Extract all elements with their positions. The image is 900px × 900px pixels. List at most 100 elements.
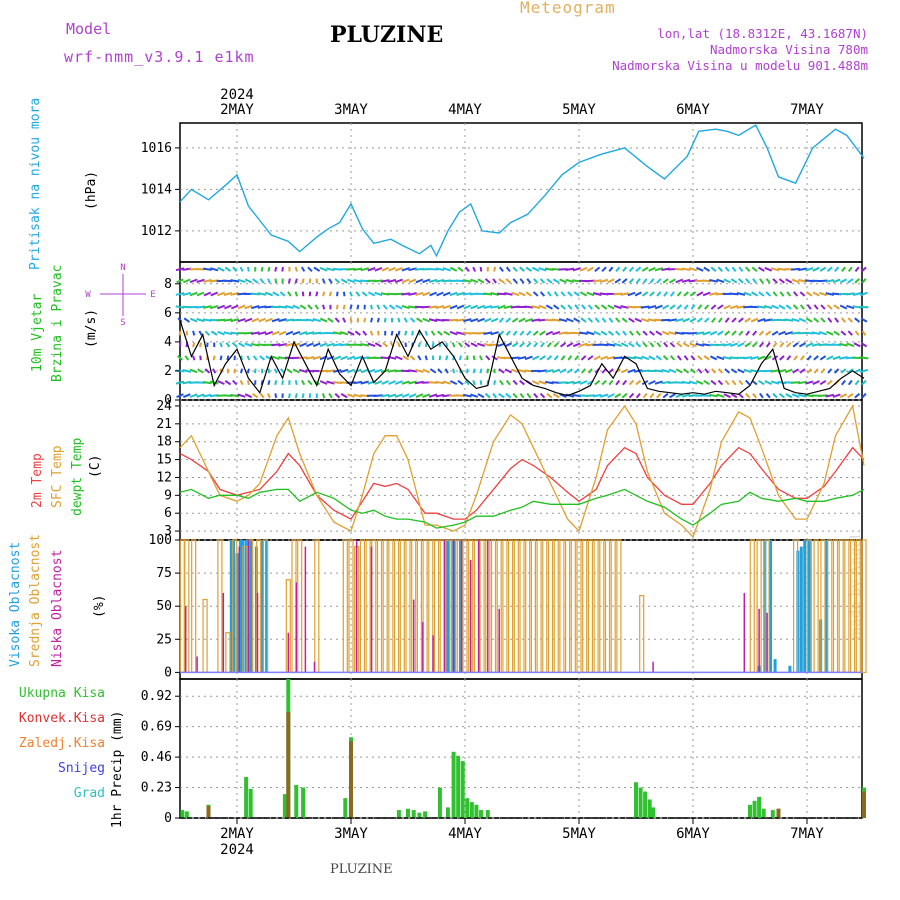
wind-arrow	[825, 393, 835, 398]
wind-arrow	[428, 305, 438, 309]
wind-arrow	[511, 291, 520, 297]
wind-arrow	[464, 342, 471, 348]
wind-arrow	[204, 368, 211, 374]
wind-arrow	[230, 304, 239, 310]
wind-arrow	[832, 393, 841, 398]
wind-arrow	[779, 342, 785, 348]
wind-arrow	[271, 343, 281, 347]
precip-bar	[651, 807, 656, 818]
wind-arrow	[648, 380, 656, 386]
wind-arrow	[408, 380, 417, 385]
wind-arrow	[294, 278, 298, 284]
wind-arrow	[854, 278, 860, 284]
wind-arrow	[859, 368, 869, 374]
wind-arrow	[736, 292, 746, 296]
wind-compass: N S W E	[85, 263, 155, 328]
wind-arrow	[457, 379, 464, 386]
wind-arrow	[253, 368, 257, 374]
wind-arrow	[764, 355, 772, 361]
cloud-bar	[446, 540, 450, 673]
top-date-label: 4MAY	[448, 102, 482, 118]
wind-arrow	[608, 379, 614, 386]
wind-arrow	[237, 393, 246, 398]
wind-arrow	[244, 342, 253, 348]
cloud-bar	[196, 656, 198, 673]
wind-arrow	[184, 355, 190, 361]
precip-bar	[180, 810, 185, 818]
wind-arrow	[581, 304, 586, 310]
wind-arrow	[512, 392, 518, 399]
wind-arrow	[592, 292, 602, 296]
wind-arrow	[478, 355, 483, 361]
wind-arrow	[729, 342, 739, 348]
wind-arrow	[424, 330, 428, 336]
cloud-bar	[570, 539, 576, 673]
wind-arrow	[710, 304, 717, 310]
wind-arrow	[442, 304, 451, 310]
wind-arrow	[827, 317, 833, 323]
wind-arrow	[559, 342, 567, 348]
wind-arrow	[764, 380, 773, 386]
wind-arrow	[202, 267, 212, 271]
precip-tick-label: 0.23	[141, 781, 172, 796]
wind-arrow	[745, 330, 751, 336]
wind-arrow	[676, 304, 683, 310]
wind-arrow	[449, 330, 458, 336]
wind-arrow	[552, 278, 560, 284]
wind-arrow	[545, 369, 554, 373]
wind-arrow	[574, 304, 580, 310]
wind-arrow	[388, 380, 396, 385]
wind-arrow	[587, 355, 594, 361]
wind-arrow	[390, 330, 394, 336]
wind-arrow	[545, 330, 554, 336]
wind-arrow	[347, 330, 355, 336]
wind-arrow	[668, 318, 677, 322]
wind-arrow	[841, 266, 846, 272]
wind-arrow	[250, 292, 260, 296]
wind-arrow	[607, 278, 615, 284]
wind-arrow	[252, 278, 259, 284]
wind-arrow	[771, 304, 779, 310]
wind-arrow	[799, 368, 806, 374]
wind-arrow	[565, 278, 575, 283]
precip-bar	[465, 798, 470, 818]
wind-arrow	[484, 278, 491, 284]
wind-arrow	[818, 279, 828, 283]
wind-speed-line	[179, 319, 865, 397]
wind-arrow	[812, 291, 820, 297]
wind-arrow	[394, 278, 403, 284]
wind-arrow	[301, 379, 306, 386]
wind-arrow	[244, 304, 253, 310]
temp-panel-frame	[179, 399, 863, 541]
wind-arrow	[367, 342, 376, 348]
wind-arrow	[806, 368, 813, 374]
wind-arrow	[778, 330, 786, 336]
wind-arrow	[654, 380, 663, 385]
wind-arrow	[709, 355, 718, 361]
wind-arrow	[217, 330, 225, 336]
station-title: PLUZINE	[330, 22, 444, 48]
precip-bar	[485, 810, 490, 818]
wind-arrow	[479, 368, 483, 374]
wind-arrow	[219, 342, 223, 348]
precip-bar	[647, 799, 652, 818]
wind-arrow	[196, 291, 205, 297]
wind-arrow	[274, 380, 278, 386]
wind-arrow	[519, 342, 525, 348]
wind-arrow	[470, 317, 479, 323]
cloud-tick-label: 25	[156, 632, 172, 647]
wind-arrow	[744, 266, 751, 272]
wind-arrow	[484, 392, 491, 399]
wind-arrow	[377, 330, 380, 336]
wind-arrow	[765, 291, 772, 297]
wind-arrow	[349, 291, 353, 297]
cloud-bar	[593, 539, 599, 673]
wind-arrow	[312, 318, 321, 323]
wind-arrow	[340, 355, 349, 361]
precip-bar	[437, 787, 442, 818]
wind-arrow	[620, 368, 629, 374]
wind-arrow	[202, 279, 212, 283]
wind-arrow	[690, 304, 696, 310]
wind-arrow	[233, 368, 236, 374]
wind-arrow	[374, 368, 383, 374]
